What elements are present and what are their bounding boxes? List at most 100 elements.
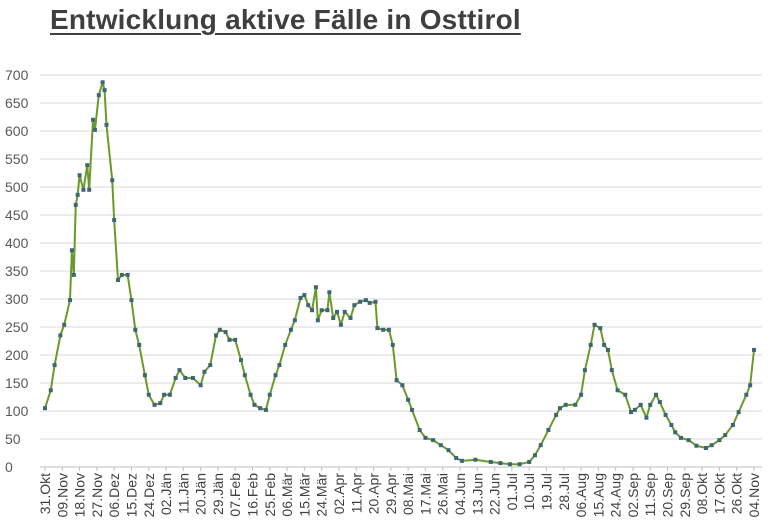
data-point bbox=[338, 322, 343, 327]
data-point bbox=[657, 400, 662, 405]
data-point bbox=[638, 402, 643, 407]
data-point bbox=[92, 127, 97, 132]
x-tick-label: 02.Jän bbox=[158, 473, 174, 515]
data-point bbox=[459, 458, 464, 463]
x-tick-label: 06.Dez bbox=[106, 473, 122, 517]
data-point bbox=[252, 402, 257, 407]
data-point bbox=[315, 318, 320, 323]
data-point bbox=[152, 402, 157, 407]
data-point bbox=[386, 327, 391, 332]
data-point bbox=[288, 327, 293, 332]
data-point bbox=[554, 412, 559, 417]
x-tick-label: 24.Mär bbox=[314, 473, 330, 517]
x-tick-label: 06.Mär bbox=[279, 473, 295, 517]
data-point bbox=[173, 375, 178, 380]
data-point bbox=[190, 375, 195, 380]
data-point bbox=[406, 397, 411, 402]
y-tick-label: 700 bbox=[5, 67, 29, 83]
data-point bbox=[473, 457, 478, 462]
data-point bbox=[602, 342, 607, 347]
data-point bbox=[177, 368, 182, 373]
data-point bbox=[423, 435, 428, 440]
data-point bbox=[358, 299, 363, 304]
y-tick-label: 250 bbox=[5, 319, 29, 335]
data-point bbox=[137, 342, 142, 347]
x-tick-label: 02.Sep bbox=[625, 473, 641, 518]
y-tick-label: 0 bbox=[5, 459, 13, 475]
data-point bbox=[454, 456, 459, 461]
data-point bbox=[623, 392, 628, 397]
data-point bbox=[298, 295, 303, 300]
x-tick-label: 27.Nov bbox=[89, 473, 105, 517]
data-point bbox=[352, 303, 357, 308]
y-tick-label: 150 bbox=[5, 375, 29, 391]
data-point bbox=[242, 373, 247, 378]
data-point bbox=[367, 300, 372, 305]
x-tick-label: 07.Feb bbox=[227, 473, 243, 517]
data-point bbox=[67, 298, 72, 303]
x-tick-label: 15.Mär bbox=[296, 473, 312, 517]
data-point bbox=[313, 285, 318, 290]
data-point bbox=[629, 410, 634, 415]
data-point bbox=[125, 272, 130, 277]
data-point bbox=[573, 402, 578, 407]
x-tick-label: 24.Dez bbox=[141, 473, 157, 517]
data-point bbox=[557, 406, 562, 411]
data-point bbox=[348, 316, 353, 321]
data-point bbox=[400, 383, 405, 388]
x-tick-label: 08.Mai bbox=[400, 473, 416, 515]
data-point bbox=[632, 407, 637, 412]
y-tick-label: 550 bbox=[5, 151, 29, 167]
data-point bbox=[592, 322, 597, 327]
data-point bbox=[381, 327, 386, 332]
x-tick-label: 20.Jän bbox=[193, 473, 209, 515]
data-point bbox=[736, 410, 741, 415]
y-tick-label: 650 bbox=[5, 95, 29, 111]
data-point bbox=[488, 459, 493, 464]
x-tick-label: 20.Apr bbox=[366, 473, 382, 515]
data-point bbox=[100, 80, 105, 85]
data-point bbox=[644, 415, 649, 420]
data-point bbox=[319, 308, 324, 313]
x-tick-label: 09.Nov bbox=[54, 473, 70, 517]
data-point bbox=[373, 299, 378, 304]
x-tick-label: 26.Mai bbox=[435, 473, 451, 515]
data-point bbox=[394, 378, 399, 383]
data-point bbox=[730, 423, 735, 427]
data-point bbox=[133, 327, 138, 332]
data-point bbox=[48, 388, 53, 393]
data-point bbox=[648, 402, 653, 407]
data-point bbox=[686, 438, 691, 443]
x-tick-label: 18.Nov bbox=[72, 473, 88, 517]
data-point bbox=[91, 117, 96, 122]
x-tick-label: 04.Nov bbox=[746, 473, 762, 517]
x-tick-label: 19.Jul bbox=[538, 473, 554, 510]
data-point bbox=[669, 423, 674, 427]
x-tick-label: 11.Jän bbox=[175, 473, 191, 514]
x-tick-label: 25.Feb bbox=[262, 473, 278, 517]
data-point bbox=[214, 333, 219, 338]
data-point bbox=[390, 342, 395, 347]
y-tick-label: 100 bbox=[5, 403, 29, 419]
x-tick-label: 22.Jun bbox=[487, 473, 503, 515]
x-tick-label: 15.Aug bbox=[590, 473, 606, 517]
data-point bbox=[331, 316, 336, 321]
x-tick-label: 29.Jän bbox=[210, 473, 226, 515]
x-tick-label: 29.Sep bbox=[677, 473, 693, 518]
data-point bbox=[431, 438, 436, 443]
data-point bbox=[507, 462, 512, 467]
data-point bbox=[162, 392, 167, 397]
x-tick-label: 17.Mai bbox=[417, 473, 433, 515]
data-point bbox=[119, 272, 124, 277]
x-tick-label: 20.Sep bbox=[660, 473, 676, 518]
data-point bbox=[62, 322, 67, 327]
x-tick-label: 04.Jun bbox=[452, 473, 468, 515]
data-point bbox=[694, 443, 699, 448]
x-tick-label: 29.Apr bbox=[383, 473, 399, 515]
data-point bbox=[579, 392, 584, 397]
data-point bbox=[146, 392, 151, 397]
chart-title: Entwicklung aktive Fälle in Osttirol bbox=[50, 4, 521, 35]
data-point bbox=[77, 173, 82, 178]
data-point bbox=[615, 388, 620, 393]
data-point bbox=[663, 412, 668, 417]
